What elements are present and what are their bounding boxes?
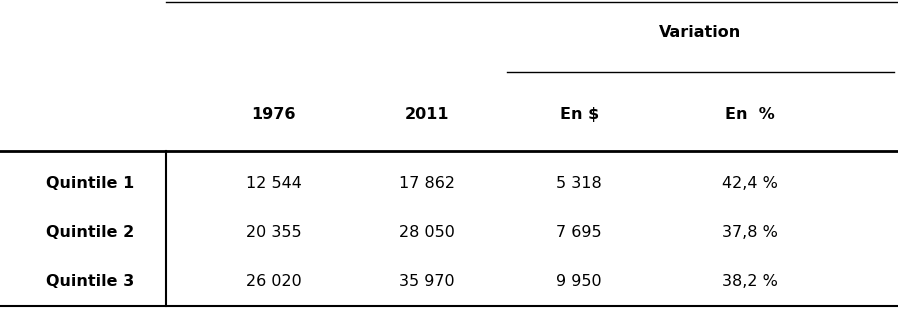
Text: Quintile 1: Quintile 1: [46, 176, 134, 191]
Text: En $: En $: [559, 107, 599, 122]
Text: 17 862: 17 862: [399, 176, 454, 191]
Text: 20 355: 20 355: [246, 225, 302, 240]
Text: Quintile 3: Quintile 3: [46, 273, 134, 289]
Text: 35 970: 35 970: [399, 273, 454, 289]
Text: 38,2 %: 38,2 %: [722, 273, 778, 289]
Text: 28 050: 28 050: [399, 225, 454, 240]
Text: En  %: En %: [725, 107, 775, 122]
Text: 42,4 %: 42,4 %: [722, 176, 778, 191]
Text: 26 020: 26 020: [246, 273, 302, 289]
Text: Variation: Variation: [659, 25, 742, 41]
Text: 37,8 %: 37,8 %: [722, 225, 778, 240]
Text: 9 950: 9 950: [557, 273, 602, 289]
Text: 7 695: 7 695: [557, 225, 602, 240]
Text: 1976: 1976: [251, 107, 296, 122]
Text: 12 544: 12 544: [246, 176, 302, 191]
Text: Quintile 2: Quintile 2: [46, 225, 134, 240]
Text: 2011: 2011: [404, 107, 449, 122]
Text: 5 318: 5 318: [557, 176, 602, 191]
